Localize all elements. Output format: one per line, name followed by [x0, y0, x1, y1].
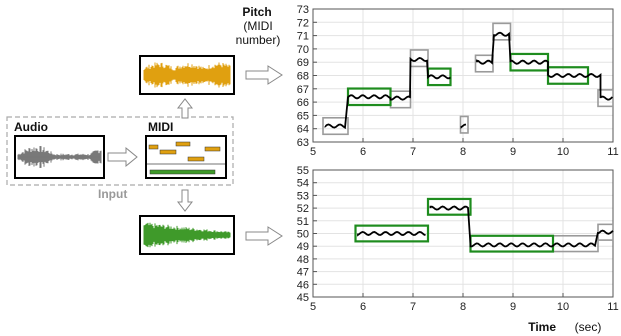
- arrow-audio-to-midi: [107, 146, 138, 168]
- bottom-note-green: [354, 224, 430, 243]
- top-ytick-label: 72: [297, 17, 309, 29]
- top-ytick-label: 68: [297, 71, 309, 83]
- midi-label: MIDI: [148, 120, 173, 134]
- bottom-ytick-label: 55: [297, 165, 309, 177]
- top-ytick-label: 71: [297, 31, 309, 43]
- top-xtick-label: 9: [510, 146, 516, 158]
- arrow-to-top-plot: [245, 65, 283, 85]
- top-note-gray: [459, 115, 469, 134]
- midi-note: [159, 149, 177, 155]
- top-ylabel-line3: number): [236, 33, 281, 47]
- midi-note: [175, 141, 191, 147]
- top-xtick-label: 5: [310, 146, 316, 158]
- top-ytick-label: 64: [297, 124, 309, 136]
- top-xtick-label: 7: [410, 146, 416, 158]
- orangeWave-path: [143, 62, 231, 88]
- bottom-xtick-label: 8: [460, 301, 466, 313]
- midi-note: [148, 144, 159, 150]
- bottom-ytick-label: 46: [297, 279, 309, 291]
- bottom-ytick-label: 52: [297, 203, 309, 215]
- top-note-gray: [492, 22, 512, 41]
- bottom-ytick-label: 45: [297, 292, 309, 304]
- bottom-pitch-contour: [357, 205, 614, 248]
- greenWave-path: [143, 222, 231, 248]
- top-xtick-label: 11: [607, 146, 618, 158]
- audio-label: Audio: [14, 120, 48, 134]
- top-xtick-label: 6: [360, 146, 366, 158]
- top-ytick-label: 67: [297, 84, 309, 96]
- time-axis-label: Time: [528, 320, 556, 334]
- top-ylabel-line1: Pitch: [242, 5, 271, 19]
- bottom-ytick-label: 50: [297, 229, 309, 241]
- top-ytick-label: 66: [297, 97, 309, 109]
- bottom-ytick-label: 49: [297, 241, 309, 253]
- orange-waveform: [143, 62, 231, 88]
- top-ytick-label: 73: [297, 4, 309, 16]
- arrow-down: [176, 189, 194, 212]
- bottom-xtick-label: 6: [360, 301, 366, 313]
- time-axis-unit: (sec): [575, 320, 602, 334]
- midi-note: [149, 169, 216, 175]
- top-xtick-label: 10: [557, 146, 569, 158]
- bottom-note-green: [426, 197, 472, 216]
- top-note-gray: [474, 54, 494, 73]
- bottom-ytick-label: 48: [297, 254, 309, 266]
- bottom-xtick-label: 7: [410, 301, 416, 313]
- top-ytick-label: 63: [297, 137, 309, 149]
- top-ytick-label: 69: [297, 57, 309, 69]
- arrow-to-bottom-plot: [245, 226, 283, 246]
- bottom-ytick-label: 53: [297, 190, 309, 202]
- audio-waveform: [17, 146, 102, 168]
- top-pitch-contour: [324, 31, 614, 130]
- audio-wave-path: [17, 146, 102, 168]
- bottom-ytick-label: 47: [297, 267, 309, 279]
- input-dashed-box: [6, 116, 234, 186]
- green-waveform: [143, 222, 231, 248]
- arrow-up: [176, 98, 194, 119]
- bottom-xtick-label: 5: [310, 301, 316, 313]
- midi-piano-roll: [147, 141, 225, 175]
- top-xtick-label: 8: [460, 146, 466, 158]
- bottom-xtick-label: 10: [557, 301, 569, 313]
- bottom-ytick-label: 51: [297, 216, 309, 228]
- bottom-xtick-label: 9: [510, 301, 516, 313]
- midi-note: [204, 146, 221, 152]
- midi-note: [187, 156, 205, 162]
- bottom-xtick-label: 11: [607, 301, 618, 313]
- top-ytick-label: 70: [297, 44, 309, 56]
- top-note-gray: [322, 116, 349, 136]
- top-ytick-label: 65: [297, 110, 309, 122]
- bottom-ytick-label: 54: [297, 178, 309, 190]
- input-label: Input: [98, 187, 127, 201]
- top-note-gray: [597, 89, 614, 108]
- top-ylabel-line2: (MIDI: [243, 19, 272, 33]
